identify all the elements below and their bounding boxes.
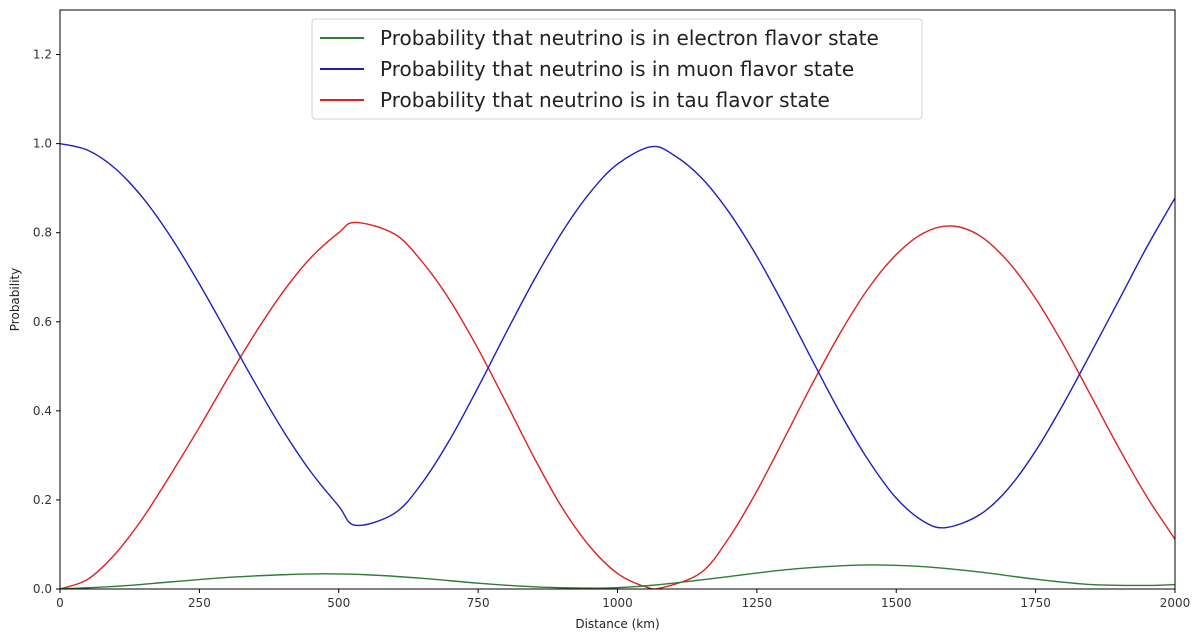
y-tick-label: 1.2 [33,48,52,62]
legend-label-muon: Probability that neutrino is in muon fla… [380,57,854,81]
x-tick-label: 1500 [881,596,912,610]
x-tick-label: 0 [56,596,64,610]
legend-label-electron: Probability that neutrino is in electron… [380,26,879,50]
y-axis-label: Probability [8,268,22,331]
y-tick-label: 0.4 [33,404,52,418]
x-tick-label: 1000 [602,596,633,610]
y-tick-label: 0.2 [33,493,52,507]
x-axis-label: Distance (km) [575,617,659,631]
x-tick-label: 1250 [742,596,773,610]
x-tick-label: 2000 [1160,596,1191,610]
x-tick-label: 750 [467,596,490,610]
y-tick-label: 1.0 [33,137,52,151]
x-tick-label: 250 [188,596,211,610]
ticks-layer: 0 250 500 750 1000 1250 1500 1750 2000 0.0 0.2 0.4 0… [33,48,1190,610]
series-layer [60,142,1175,589]
series-line-muon [60,142,1175,529]
legend: Probability that neutrino is in electron… [311,18,923,120]
y-tick-label: 0.6 [33,315,52,329]
series-line-electron [60,564,1175,589]
y-tick-label: 0.8 [33,226,52,240]
x-tick-label: 1750 [1020,596,1051,610]
y-tick-label: 0.0 [33,582,52,596]
x-tick-label: 500 [327,596,350,610]
legend-label-tau: Probability that neutrino is in tau flav… [380,88,830,112]
legend-box [311,18,923,120]
series-line-tau [60,221,1175,589]
